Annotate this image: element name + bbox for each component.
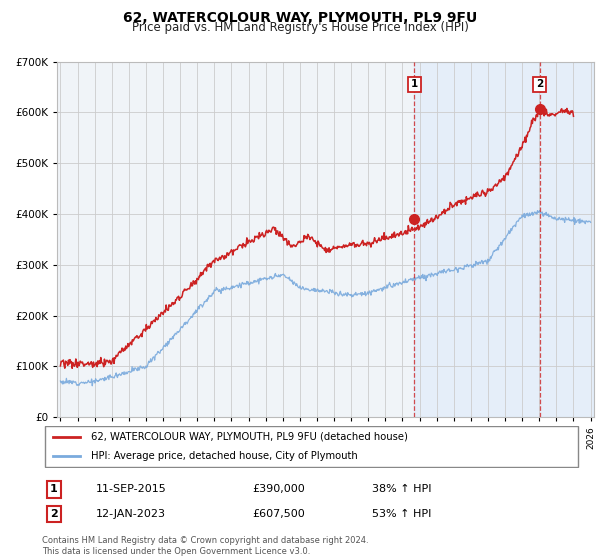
- Text: 1: 1: [50, 484, 58, 494]
- Text: 53% ↑ HPI: 53% ↑ HPI: [372, 509, 431, 519]
- Text: Contains HM Land Registry data © Crown copyright and database right 2024.
This d: Contains HM Land Registry data © Crown c…: [42, 536, 368, 556]
- Text: Price paid vs. HM Land Registry's House Price Index (HPI): Price paid vs. HM Land Registry's House …: [131, 21, 469, 34]
- Text: 12-JAN-2023: 12-JAN-2023: [96, 509, 166, 519]
- Text: 38% ↑ HPI: 38% ↑ HPI: [372, 484, 431, 494]
- Bar: [565, 62, 594, 417]
- Text: 2: 2: [50, 509, 58, 519]
- Bar: [415, 62, 594, 417]
- Text: 2: 2: [536, 80, 544, 90]
- Text: 1: 1: [411, 80, 418, 90]
- Text: 62, WATERCOLOUR WAY, PLYMOUTH, PL9 9FU (detached house): 62, WATERCOLOUR WAY, PLYMOUTH, PL9 9FU (…: [91, 432, 407, 442]
- Text: 11-SEP-2015: 11-SEP-2015: [96, 484, 167, 494]
- Text: £607,500: £607,500: [252, 509, 305, 519]
- Text: £390,000: £390,000: [252, 484, 305, 494]
- Text: 62, WATERCOLOUR WAY, PLYMOUTH, PL9 9FU: 62, WATERCOLOUR WAY, PLYMOUTH, PL9 9FU: [123, 11, 477, 25]
- Text: HPI: Average price, detached house, City of Plymouth: HPI: Average price, detached house, City…: [91, 451, 358, 461]
